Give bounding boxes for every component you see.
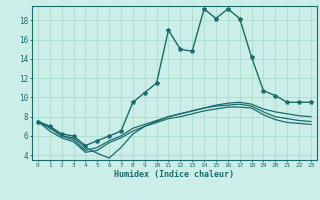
- X-axis label: Humidex (Indice chaleur): Humidex (Indice chaleur): [115, 170, 234, 179]
